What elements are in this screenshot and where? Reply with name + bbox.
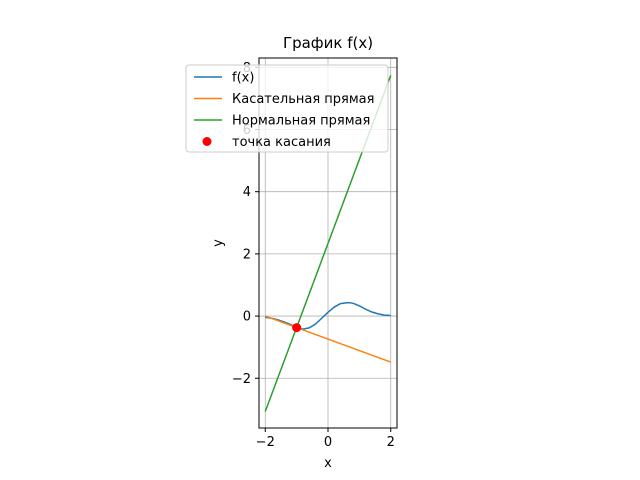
chart-title: График f(x) [283,34,373,52]
y-tick-label-1: 0 [243,310,251,325]
y-tick-label-2: 2 [243,247,251,262]
y-axis-label: y [211,239,226,247]
x-tick-label-0: −2 [256,435,275,450]
x-axis-label: x [324,456,332,471]
legend-marker-3 [202,137,212,146]
legend-box [185,64,389,153]
legend-label-1: Касательная прямая [232,92,374,107]
legend-label-0: f(x) [232,71,254,86]
series-line-0 [265,301,391,330]
series-line-1 [265,315,391,363]
x-tick-label-1: 0 [324,435,332,450]
y-tick-label-0: −2 [232,372,251,387]
legend-label-3: точка касания [232,135,331,150]
x-tick-label-2: 2 [387,435,395,450]
legend-label-2: Нормальная прямая [232,114,370,129]
series-point-3-0 [292,323,302,333]
legend: f(x) Касательная прямая Нормальная прямая т… [185,64,389,153]
y-tick-label-3: 4 [243,185,251,200]
